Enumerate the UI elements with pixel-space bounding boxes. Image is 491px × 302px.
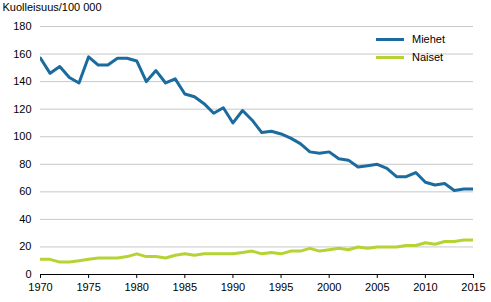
svg-text:120: 120 (13, 103, 31, 115)
svg-text:20: 20 (19, 240, 31, 252)
svg-text:2015: 2015 (461, 281, 485, 293)
svg-text:1990: 1990 (221, 281, 245, 293)
svg-text:160: 160 (13, 48, 31, 60)
svg-text:180: 180 (13, 20, 31, 32)
svg-text:1975: 1975 (76, 281, 100, 293)
svg-text:0: 0 (25, 268, 31, 280)
svg-text:40: 40 (19, 213, 31, 225)
svg-text:1970: 1970 (28, 281, 52, 293)
svg-text:2010: 2010 (413, 281, 437, 293)
html-text:Miehet: Miehet (412, 33, 445, 45)
svg-text:80: 80 (19, 158, 31, 170)
svg-text:60: 60 (19, 185, 31, 197)
svg-text:140: 140 (13, 75, 31, 87)
svg-text:2000: 2000 (317, 281, 341, 293)
html-text:Naiset: Naiset (412, 51, 444, 63)
svg-text:1995: 1995 (269, 281, 293, 293)
svg-text:100: 100 (13, 130, 31, 142)
svg-text:1985: 1985 (173, 281, 197, 293)
svg-text:Kuolleisuus/100 000: Kuolleisuus/100 000 (3, 1, 102, 13)
svg-text:2005: 2005 (365, 281, 389, 293)
svg-text:1980: 1980 (124, 281, 148, 293)
